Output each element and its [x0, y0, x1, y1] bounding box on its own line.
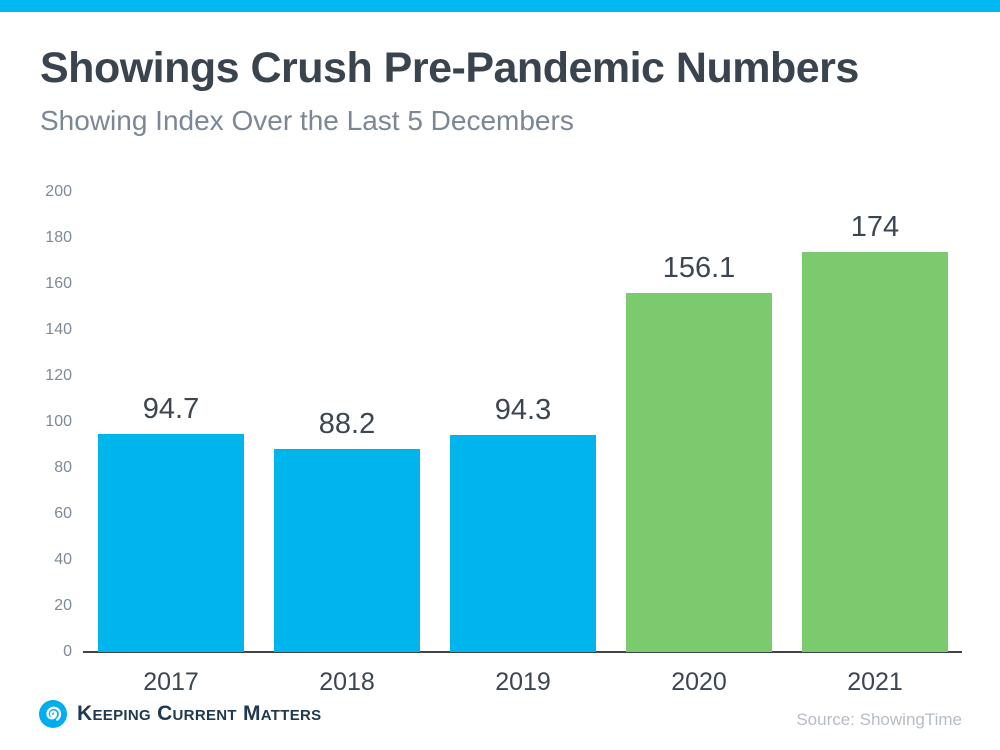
page-title: Showings Crush Pre-Pandemic Numbers: [40, 44, 859, 92]
y-tick-label: 20: [54, 597, 72, 614]
x-category-label: 2019: [495, 668, 551, 696]
bar-2018: [274, 449, 420, 652]
bar-2020: [626, 292, 772, 652]
x-category-label: 2021: [847, 668, 903, 696]
y-tick-label: 140: [45, 321, 72, 338]
y-tick-label: 0: [63, 643, 72, 660]
bar-value-label: 156.1: [662, 251, 736, 284]
bar-2021: [802, 251, 948, 652]
y-tick-label: 180: [45, 229, 72, 246]
bar-value-label: 94.3: [494, 394, 552, 427]
x-category-label: 2017: [143, 668, 199, 696]
y-tick-label: 80: [54, 459, 72, 476]
y-tick-label: 100: [45, 413, 72, 430]
y-tick-label: 120: [45, 367, 72, 384]
x-category-label: 2020: [671, 668, 727, 696]
bar-value-label: 88.2: [318, 408, 376, 441]
bar-value-label: 174: [850, 210, 900, 243]
page-subtitle: Showing Index Over the Last 5 Decembers: [40, 105, 574, 136]
bar-2019: [450, 435, 596, 652]
x-axis-line: [83, 651, 962, 653]
x-category-label: 2018: [319, 668, 375, 696]
y-tick-label: 160: [45, 275, 72, 292]
y-tick-label: 60: [54, 505, 72, 522]
top-accent-bar: [0, 0, 1000, 12]
y-tick-label: 40: [54, 551, 72, 568]
kcm-logo-text: Keeping Current Matters: [77, 702, 322, 725]
bar-2017: [98, 434, 244, 652]
bar-value-label: 94.7: [142, 393, 200, 426]
y-tick-label: 200: [45, 183, 72, 200]
source-attribution: Source: ShowingTime: [796, 710, 962, 729]
kcm-logo: Keeping Current Matters: [38, 698, 321, 730]
kcm-swirl-icon: [39, 700, 67, 728]
